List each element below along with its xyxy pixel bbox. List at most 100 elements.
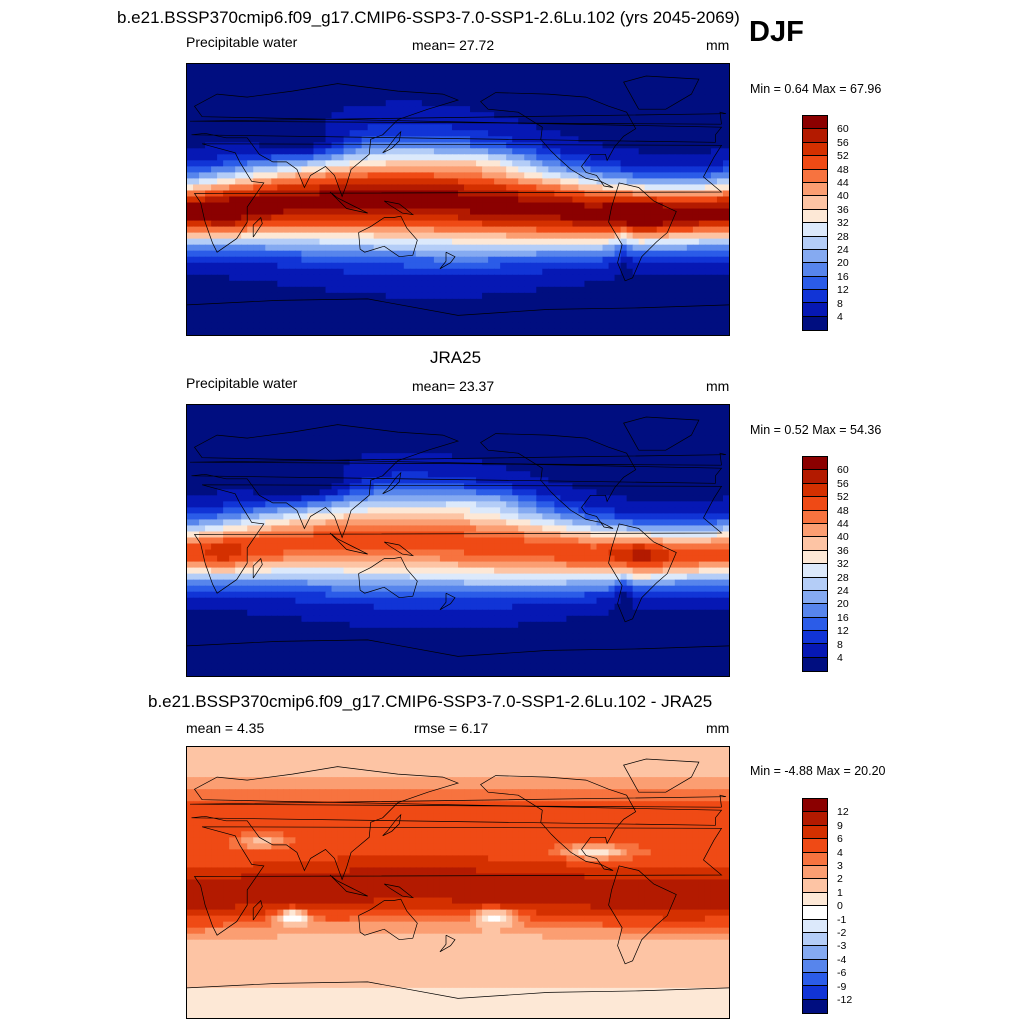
- field-cell: [500, 106, 507, 113]
- field-cell: [698, 88, 706, 95]
- field-cell: [536, 411, 543, 418]
- field-cell: [524, 160, 531, 167]
- field-cell: [205, 411, 212, 418]
- field-cell: [289, 417, 296, 424]
- field-cell: [506, 76, 513, 83]
- field-cell: [722, 112, 729, 119]
- field-cell: [524, 178, 531, 186]
- field-cell: [482, 238, 489, 246]
- field-cell: [524, 172, 531, 180]
- field-cell: [343, 166, 351, 173]
- field-cell: [572, 262, 580, 270]
- field-cell: [427, 316, 435, 324]
- field-cell: [331, 268, 339, 276]
- colorbar-swatch: [803, 223, 827, 237]
- field-cell: [620, 82, 628, 89]
- field-cell: [458, 172, 465, 180]
- field-cell: [584, 130, 592, 137]
- field-cell: [193, 130, 200, 137]
- field-cell: [530, 280, 537, 288]
- field-cell: [674, 94, 682, 101]
- field-cell: [385, 441, 393, 448]
- field-cell: [187, 178, 194, 186]
- field-cell: [584, 64, 592, 71]
- field-cell: [223, 76, 230, 83]
- field-cell: [464, 268, 471, 276]
- field-cell: [590, 106, 598, 113]
- field-cell: [584, 459, 592, 466]
- field-cell: [668, 112, 676, 119]
- field-cell: [506, 202, 513, 210]
- field-cell: [187, 304, 194, 312]
- field-cell: [494, 76, 501, 83]
- field-cell: [686, 244, 694, 252]
- field-cell: [235, 76, 242, 83]
- field-cell: [427, 262, 435, 270]
- field-cell: [217, 160, 224, 167]
- field-cell: [518, 232, 525, 240]
- field-cell: [602, 328, 610, 335]
- field-cell: [445, 124, 453, 131]
- field-cell: [692, 82, 700, 89]
- field-cell: [704, 310, 712, 318]
- field-cell: [596, 100, 604, 107]
- field-cell: [319, 70, 327, 77]
- field-cell: [560, 417, 567, 424]
- field-cell: [638, 429, 646, 436]
- field-cell: [650, 70, 658, 77]
- field-cell: [445, 82, 453, 89]
- field-cell: [536, 214, 543, 222]
- field-cell: [716, 411, 724, 418]
- field-cell: [283, 244, 290, 252]
- field-cell: [590, 322, 598, 330]
- field-cell: [415, 250, 423, 258]
- field-cell: [458, 214, 465, 222]
- field-cell: [223, 172, 230, 180]
- field-cell: [205, 274, 212, 282]
- field-cell: [584, 304, 592, 312]
- field-cell: [235, 292, 242, 300]
- field-cell: [548, 304, 555, 312]
- field-cell: [590, 286, 598, 294]
- field-cell: [295, 166, 303, 173]
- field-cell: [578, 244, 586, 252]
- field-cell: [187, 100, 194, 107]
- field-cell: [403, 441, 411, 448]
- field-cell: [674, 268, 682, 276]
- field-cell: [578, 88, 586, 95]
- field-cell: [277, 64, 284, 71]
- field-cell: [361, 70, 369, 77]
- field-cell: [584, 76, 592, 83]
- field-cell: [199, 220, 206, 228]
- field-cell: [283, 178, 290, 186]
- field-cell: [193, 417, 200, 424]
- field-cell: [548, 280, 555, 288]
- field-cell: [494, 459, 501, 466]
- field-cell: [668, 250, 676, 258]
- field-cell: [722, 250, 729, 258]
- field-cell: [680, 268, 688, 276]
- field-cell: [361, 190, 369, 198]
- field-cell: [626, 310, 634, 318]
- field-cell: [349, 172, 357, 180]
- field-cell: [433, 124, 441, 131]
- field-cell: [271, 88, 278, 95]
- field-cell: [391, 136, 399, 143]
- field-cell: [229, 100, 236, 107]
- field-cell: [566, 405, 574, 412]
- field-cell: [325, 184, 333, 192]
- field-cell: [325, 459, 333, 466]
- field-cell: [439, 112, 447, 119]
- field-cell: [439, 322, 447, 330]
- field-cell: [319, 190, 327, 198]
- field-cell: [307, 232, 315, 240]
- field-cell: [253, 106, 260, 113]
- field-cell: [331, 423, 339, 430]
- field-cell: [445, 411, 453, 418]
- field-cell: [355, 250, 363, 258]
- field-cell: [433, 154, 441, 161]
- field-cell: [596, 274, 604, 282]
- field-cell: [313, 196, 321, 204]
- field-cell: [464, 172, 471, 180]
- field-cell: [217, 274, 224, 282]
